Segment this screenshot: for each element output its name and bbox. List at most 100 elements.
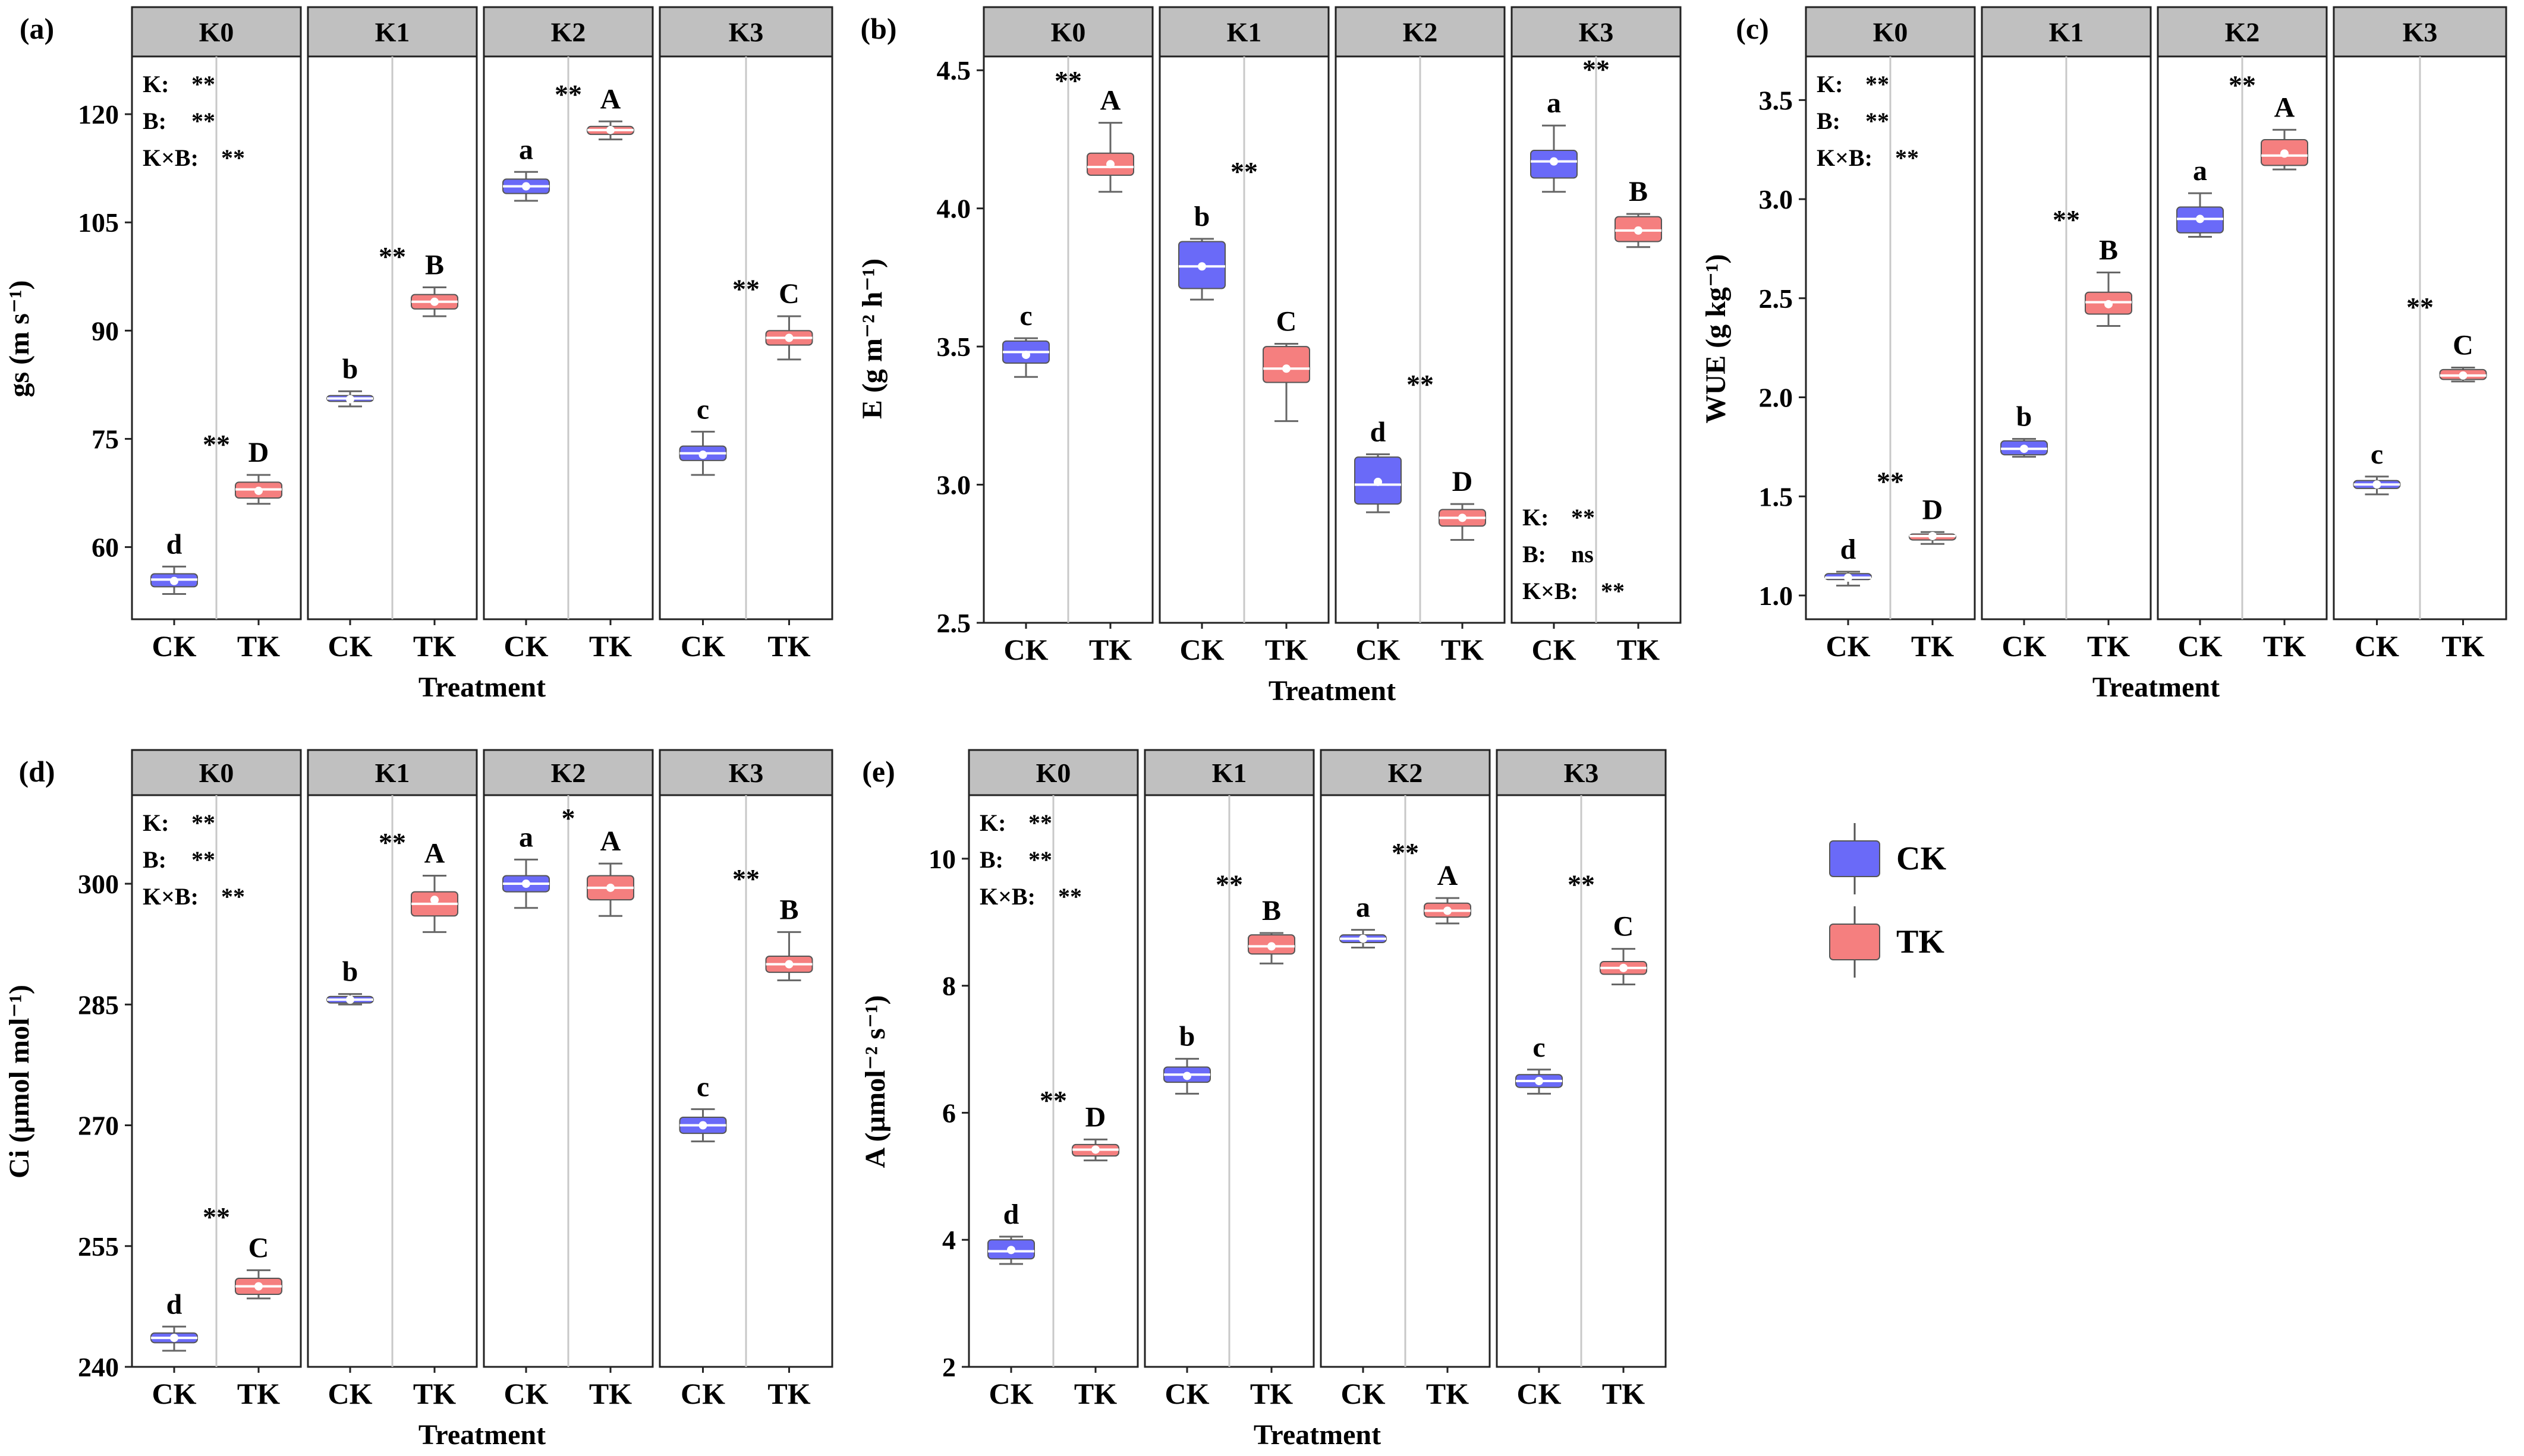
group-letter: A bbox=[1100, 85, 1121, 116]
group-letter: b bbox=[342, 353, 358, 385]
group-letter: a bbox=[519, 821, 533, 853]
box-tk: C bbox=[1600, 911, 1647, 986]
mean-point bbox=[1183, 1071, 1191, 1080]
x-tick-label: TK bbox=[1265, 633, 1308, 666]
panel-e: (e) A (µmol⁻² s⁻¹) K0 CK TK d D ** K1 CK TK b B ** K2 C… bbox=[860, 749, 1667, 1451]
significance-label: * bbox=[562, 803, 575, 833]
anova-summary: K: ** B: ns K×B: ** bbox=[1522, 504, 1625, 604]
x-tick-label: TK bbox=[1602, 1377, 1645, 1410]
facet-strip-label: K3 bbox=[1564, 758, 1599, 788]
mean-point bbox=[170, 1334, 178, 1342]
mean-point bbox=[2104, 300, 2113, 308]
anova-significance: ** bbox=[1058, 883, 1082, 910]
mean-point bbox=[1022, 351, 1030, 360]
box-ck: b bbox=[1178, 201, 1226, 301]
group-letter: C bbox=[1613, 911, 1634, 943]
y-axis-label: gs (m s⁻¹) bbox=[4, 280, 35, 397]
y-tick-label: 2.5 bbox=[1759, 283, 1793, 314]
box-tk: D bbox=[1072, 1101, 1119, 1162]
anova-term: B: bbox=[980, 846, 1003, 873]
x-tick-label: CK bbox=[2178, 629, 2223, 663]
legend: CK TK bbox=[1829, 823, 1946, 978]
panel-label: (a) bbox=[20, 12, 54, 45]
facet-strip-label: K1 bbox=[1227, 17, 1262, 48]
facet-strip bbox=[131, 749, 302, 796]
facet-strip bbox=[1335, 6, 1506, 58]
facet-strip-label: K2 bbox=[1388, 758, 1423, 788]
anova-term: B: bbox=[1817, 108, 1840, 134]
x-tick-label: CK bbox=[328, 629, 373, 663]
x-axis-label: Treatment bbox=[2092, 672, 2220, 703]
group-letter: a bbox=[2193, 155, 2207, 187]
box-tk: D bbox=[1909, 494, 1956, 545]
mean-point bbox=[1443, 906, 1452, 915]
facet-k1: K1 CK TK b B ** bbox=[1981, 6, 2152, 663]
panel-b: (b) E (g m⁻² h⁻¹) K0 CK TK c A ** K1 CK TK b C ** K2 CK… bbox=[857, 6, 1682, 707]
y-axis-label: Ci (µmol mol⁻¹) bbox=[4, 985, 35, 1178]
facet-k0: K0 CK TK d C ** bbox=[131, 749, 302, 1410]
significance-label: ** bbox=[2406, 292, 2434, 322]
facet-strip bbox=[483, 6, 654, 58]
mean-point bbox=[1844, 573, 1852, 582]
mean-point bbox=[606, 125, 615, 134]
significance-label: ** bbox=[1877, 466, 1904, 496]
anova-term: K×B: bbox=[980, 883, 1036, 910]
group-letter: B bbox=[1629, 176, 1648, 207]
significance-label: ** bbox=[1216, 869, 1243, 900]
box-ck: b bbox=[2000, 401, 2048, 458]
group-letter: a bbox=[1356, 892, 1370, 924]
anova-significance: ns bbox=[1571, 541, 1594, 568]
group-letter: B bbox=[1262, 895, 1281, 926]
mean-point bbox=[1282, 364, 1291, 373]
mean-point bbox=[1928, 531, 1937, 540]
group-letter: c bbox=[697, 393, 709, 425]
anova-significance: ** bbox=[191, 846, 215, 873]
box-ck: c bbox=[1515, 1032, 1563, 1095]
anova-term: B: bbox=[1522, 541, 1546, 568]
group-letter: b bbox=[342, 956, 358, 988]
box-ck: d bbox=[1354, 416, 1402, 513]
facet-k1: K1 CK TK b B ** bbox=[307, 6, 478, 663]
y-tick-label: 285 bbox=[78, 989, 119, 1020]
significance-label: ** bbox=[1392, 837, 1419, 868]
group-letter: D bbox=[1085, 1101, 1106, 1133]
mean-point bbox=[346, 395, 354, 404]
group-letter: b bbox=[2016, 401, 2032, 433]
facet-k3: K3 CK TK c C ** bbox=[659, 6, 833, 663]
facet-k1: K1 CK TK b A ** bbox=[307, 749, 478, 1410]
facet-strip bbox=[1496, 749, 1667, 796]
y-tick-label: 1.5 bbox=[1759, 481, 1793, 512]
significance-label: ** bbox=[203, 429, 230, 459]
facet-strip bbox=[659, 749, 833, 796]
significance-label: ** bbox=[1406, 369, 1434, 399]
mean-point bbox=[2372, 480, 2381, 489]
box-ck: b bbox=[326, 956, 374, 1006]
mean-point bbox=[1634, 226, 1642, 235]
x-tick-label: CK bbox=[328, 1377, 373, 1410]
y-tick-label: 4.0 bbox=[937, 194, 971, 224]
mean-point bbox=[1267, 942, 1276, 951]
mean-point bbox=[606, 883, 615, 892]
box-ck: d bbox=[150, 1288, 198, 1352]
mean-point bbox=[346, 995, 354, 1004]
significance-label: ** bbox=[1055, 65, 1082, 96]
x-tick-label: CK bbox=[1356, 633, 1401, 666]
significance-label: ** bbox=[555, 79, 582, 109]
x-tick-label: CK bbox=[989, 1377, 1034, 1410]
panel-a: (a) gs (m s⁻¹) K0 CK TK d D ** K1 CK TK b B ** K2 CK TK a… bbox=[4, 6, 833, 703]
mean-point bbox=[1535, 1077, 1543, 1085]
anova-term: K×B: bbox=[143, 883, 199, 910]
panel-c: (c) WUE (g kg⁻¹) K0 CK TK d D ** K1 CK TK b B ** K2 CK T… bbox=[1700, 6, 2507, 703]
box-tk: C bbox=[235, 1232, 282, 1300]
facet-strip bbox=[1510, 6, 1682, 58]
facet-strip bbox=[968, 749, 1139, 796]
x-tick-label: CK bbox=[1517, 1377, 1562, 1410]
x-tick-label: TK bbox=[1426, 1377, 1469, 1410]
anova-significance: ** bbox=[1601, 578, 1625, 604]
significance-label: ** bbox=[1568, 869, 1595, 900]
x-axis-label: Treatment bbox=[1254, 1419, 1381, 1451]
box-tk: C bbox=[1263, 305, 1310, 423]
y-tick-label: 4.5 bbox=[937, 55, 971, 86]
box-ck: b bbox=[1163, 1021, 1211, 1095]
mean-point bbox=[1198, 262, 1206, 271]
